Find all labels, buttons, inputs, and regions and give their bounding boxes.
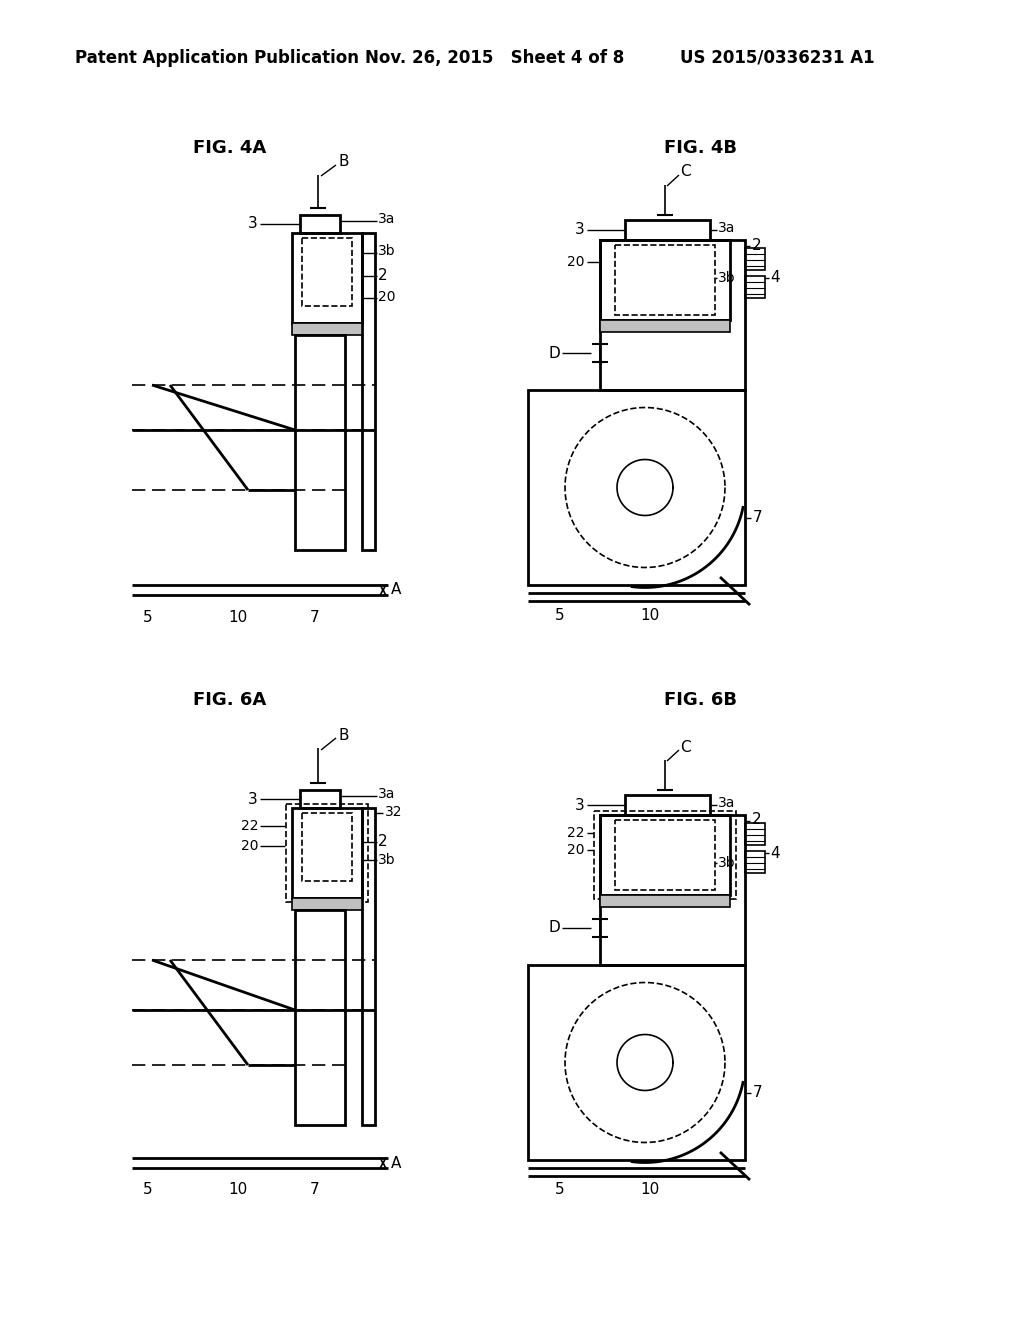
Text: 2: 2	[378, 268, 388, 282]
Text: Nov. 26, 2015   Sheet 4 of 8: Nov. 26, 2015 Sheet 4 of 8	[365, 49, 625, 67]
Bar	[362, 808, 375, 1125]
Text: 3: 3	[248, 792, 258, 807]
Text: 3b: 3b	[378, 244, 395, 257]
Text: 3: 3	[575, 223, 585, 238]
Text: A: A	[391, 1155, 401, 1171]
Text: 3a: 3a	[378, 213, 395, 226]
Bar	[292, 898, 362, 909]
Bar	[615, 820, 715, 890]
Bar	[300, 215, 340, 234]
Text: 20: 20	[567, 255, 585, 269]
Text: 5: 5	[143, 610, 153, 624]
Bar	[362, 234, 375, 550]
Text: 2: 2	[752, 238, 762, 252]
Text: FIG. 4A: FIG. 4A	[194, 139, 266, 157]
Text: 20: 20	[241, 840, 258, 853]
Bar	[295, 335, 345, 550]
Text: 3a: 3a	[718, 220, 735, 235]
Text: US 2015/0336231 A1: US 2015/0336231 A1	[680, 49, 874, 67]
Text: C: C	[680, 165, 690, 180]
Text: 10: 10	[228, 1183, 248, 1197]
Text: 32: 32	[385, 805, 402, 818]
Text: 3: 3	[575, 797, 585, 813]
Text: 5: 5	[555, 1183, 565, 1197]
Text: 5: 5	[143, 1183, 153, 1197]
Text: A: A	[391, 582, 401, 598]
Bar	[292, 323, 362, 335]
Bar	[300, 789, 340, 808]
Bar	[625, 795, 710, 814]
Text: 3b: 3b	[378, 853, 395, 867]
Text: 10: 10	[640, 607, 659, 623]
Text: 20: 20	[378, 290, 395, 304]
Text: 3a: 3a	[718, 796, 735, 810]
Text: D: D	[548, 920, 560, 936]
Text: FIG. 4B: FIG. 4B	[664, 139, 736, 157]
Bar	[302, 238, 352, 306]
Text: 7: 7	[753, 510, 763, 525]
Text: 3a: 3a	[378, 787, 395, 801]
Bar	[745, 822, 765, 845]
Bar	[600, 240, 730, 319]
Bar	[615, 246, 715, 315]
Text: 7: 7	[310, 610, 319, 624]
Text: 4: 4	[770, 271, 779, 285]
Text: 2: 2	[378, 833, 388, 849]
Text: 3b: 3b	[718, 271, 735, 285]
Text: 3: 3	[248, 216, 258, 231]
Bar	[302, 813, 352, 880]
Text: 22: 22	[241, 818, 258, 833]
Text: 10: 10	[640, 1183, 659, 1197]
Text: D: D	[548, 346, 560, 360]
Bar	[625, 220, 710, 240]
Text: 22: 22	[567, 826, 585, 840]
Text: B: B	[338, 154, 348, 169]
Bar	[286, 804, 368, 902]
Text: FIG. 6A: FIG. 6A	[194, 690, 266, 709]
Bar	[594, 810, 736, 899]
Bar	[600, 814, 745, 965]
Bar	[292, 808, 362, 898]
Bar	[600, 319, 730, 333]
Bar	[600, 895, 730, 907]
Text: 10: 10	[228, 610, 248, 624]
Bar	[528, 389, 745, 585]
Text: C: C	[680, 739, 690, 755]
Text: 7: 7	[310, 1183, 319, 1197]
Text: Patent Application Publication: Patent Application Publication	[75, 49, 359, 67]
Bar	[600, 240, 745, 389]
Text: FIG. 6B: FIG. 6B	[664, 690, 736, 709]
Bar	[295, 909, 345, 1125]
Bar	[745, 851, 765, 873]
Bar	[745, 248, 765, 271]
Text: B: B	[338, 727, 348, 742]
Bar	[745, 276, 765, 298]
Bar	[292, 234, 362, 323]
Bar	[600, 814, 730, 895]
Text: 2: 2	[752, 813, 762, 828]
Text: 7: 7	[753, 1085, 763, 1100]
Bar	[528, 965, 745, 1160]
Text: 4: 4	[770, 846, 779, 861]
Text: 3b: 3b	[718, 855, 735, 870]
Text: 20: 20	[567, 843, 585, 857]
Text: 5: 5	[555, 607, 565, 623]
